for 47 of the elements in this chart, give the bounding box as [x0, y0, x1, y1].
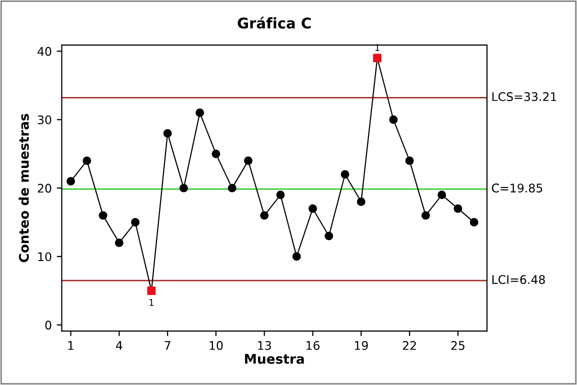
y-tick-label: 0	[45, 320, 52, 330]
x-axis-title: Muestra	[245, 354, 304, 364]
point	[196, 108, 204, 118]
x-tick-label: 4	[116, 341, 122, 350]
point	[324, 232, 334, 240]
x-tick-label: 13	[258, 341, 271, 350]
point	[66, 176, 76, 186]
point	[308, 204, 317, 213]
y-tick-label: 30	[38, 115, 52, 124]
y-tick-label: 10	[38, 252, 52, 262]
point	[260, 211, 269, 220]
point	[340, 170, 350, 179]
x-tick-label: 19	[354, 341, 368, 350]
x-tick-label: 22	[402, 341, 416, 350]
point	[373, 54, 382, 62]
x-tick-label: 1	[68, 341, 74, 350]
point	[405, 156, 414, 165]
x-tick-label: 16	[306, 341, 320, 350]
x-tick-label: 10	[210, 341, 223, 350]
point	[244, 156, 252, 165]
point	[212, 150, 220, 158]
point	[454, 204, 462, 213]
ref-line-label: LCI=6.48	[492, 275, 545, 284]
ref-line-label: C̄=19.85	[492, 184, 542, 193]
x-tick-label: 7	[164, 341, 170, 350]
point	[228, 184, 236, 192]
ref-line-label: LCS=33.21	[492, 92, 556, 102]
point	[292, 252, 301, 261]
point	[276, 190, 285, 200]
point	[147, 286, 156, 295]
point	[356, 198, 366, 206]
y-tick-label: 40	[38, 46, 52, 56]
point	[421, 211, 430, 220]
point	[114, 238, 124, 248]
x-tick-label: 25	[451, 341, 464, 350]
point	[438, 190, 446, 200]
point	[163, 129, 172, 138]
point	[98, 211, 108, 220]
point	[179, 184, 188, 192]
y-tick-label: 20	[38, 184, 52, 193]
annotation: 1	[150, 299, 154, 306]
y-axis-title: Conteo de muestras	[18, 114, 29, 262]
point	[82, 156, 92, 165]
point	[131, 218, 140, 227]
point	[389, 115, 398, 124]
point	[470, 218, 478, 227]
chart-title: Gráfica C	[238, 16, 311, 29]
